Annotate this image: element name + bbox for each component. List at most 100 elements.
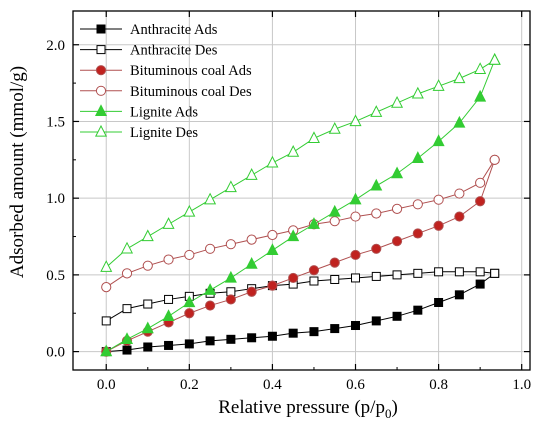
data-point [391,166,404,179]
data-point [490,268,500,278]
data-point [267,280,278,291]
data-point [351,321,361,331]
series-anthracite-des [101,267,500,326]
data-point [184,339,194,349]
legend-item: Anthracite Ads [80,22,218,38]
data-point [247,333,257,343]
data-point [453,115,466,128]
data-point [328,204,341,217]
series-layer [100,52,501,357]
data-point [183,204,196,217]
y-tick-label: 0.5 [46,268,65,284]
series-bituminous-coal-des [101,154,500,293]
data-point [330,274,340,284]
grid [73,11,530,370]
data-point [246,286,257,297]
data-point [309,276,319,286]
x-tick-label: 1.0 [512,377,531,393]
data-point [329,216,340,227]
data-point [246,234,257,245]
data-point [226,334,236,344]
data-point [100,344,113,357]
x-axis-label-close: ) [391,397,397,418]
data-point [307,131,320,143]
data-point [205,300,216,311]
data-point [266,155,279,168]
legend-item: Lignite Ads [80,104,198,120]
data-point [391,236,403,247]
x-axis-label-main: Relative pressure (p/p [218,397,385,418]
data-point [328,122,341,134]
data-point [309,327,319,337]
data-point [350,249,361,261]
series-bituminous-coal-ads [101,154,500,357]
legend-item: Lignite Des [80,124,198,141]
data-point [391,95,404,108]
data-point [122,304,132,314]
y-axis-label: Adsorbed amount (mmol/g) [7,66,28,278]
data-point [164,340,174,350]
data-point [184,249,195,261]
data-point [287,145,300,157]
y-tick-label: 0.0 [46,345,65,361]
legend-marker [96,24,106,34]
x-axis-label: Relative pressure (p/p0) [218,397,398,421]
data-point [122,345,132,355]
data-point [350,211,361,222]
data-point [288,328,298,338]
data-point [413,305,423,315]
data-point [142,260,153,271]
data-point [204,283,217,295]
series-lignite-des [100,52,501,272]
data-point [267,229,278,241]
data-point [474,89,487,102]
data-point [371,243,382,254]
data-point [454,188,465,199]
y-tick-label: 1.5 [46,114,65,130]
legend-marker [96,45,106,55]
data-point [434,297,444,307]
data-point [475,267,485,277]
data-point [411,151,424,163]
data-point [245,168,258,180]
data-point [474,62,487,74]
data-point [225,239,236,250]
y-tick-label: 1.0 [46,191,65,207]
data-point [351,273,361,283]
data-point [183,295,196,308]
data-point [370,178,383,191]
legend-marker [94,124,108,137]
legend-label: Anthracite Des [130,43,218,59]
data-point [433,194,444,205]
x-tick-label: 0.8 [429,377,448,393]
legend-label: Lignite Des [130,125,198,141]
data-point [349,114,362,127]
data-point [141,321,154,334]
legend-label: Anthracite Ads [130,22,218,38]
data-point [288,272,299,284]
legend-item: Anthracite Des [80,43,218,59]
data-point [488,52,501,65]
x-tick-label: 0.4 [263,377,282,393]
data-point [489,154,500,165]
data-point [454,267,464,277]
legend-marker [95,65,107,76]
legend: Anthracite Ads Anthracite Des Bituminous c… [80,22,252,141]
data-point [224,270,237,283]
data-point [143,299,153,309]
data-point [245,257,258,269]
data-point [163,254,174,265]
data-point [475,279,485,289]
data-point [205,243,216,254]
legend-label: Lignite Ads [130,104,198,120]
data-point [454,211,465,222]
data-point [287,229,300,242]
data-point [120,332,134,344]
data-point [121,268,133,279]
data-point [453,71,466,84]
data-point [371,271,381,281]
legend-label: Bituminous coal Ads [130,63,252,79]
data-point [162,217,175,229]
data-point [184,308,195,319]
data-point [433,220,444,231]
